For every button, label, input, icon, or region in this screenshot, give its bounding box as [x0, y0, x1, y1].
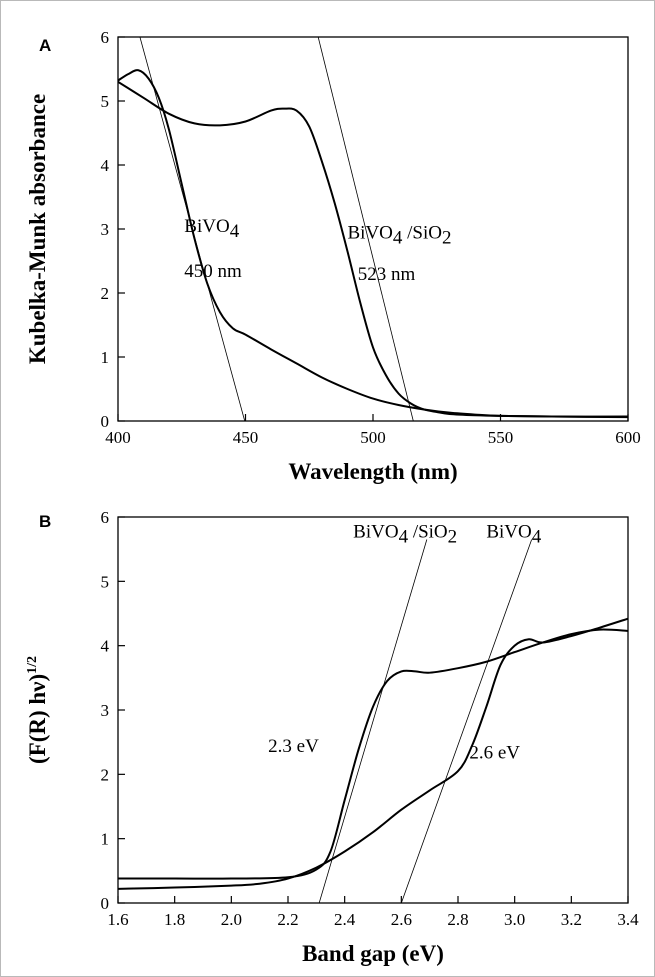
- x-tick-label: 600: [615, 428, 641, 447]
- x-axis-label: Wavelength (nm): [288, 459, 457, 484]
- panel-B: B 1.6 1.8 2.0 2.2 2.4 2.6 2.8 3.0 3.2 3.4 0 1 2 3 4 5 6 Ba…: [25, 508, 639, 966]
- x-tick-label: 3.4: [617, 910, 639, 929]
- annotation-label: 523 nm: [358, 264, 416, 285]
- panel-A: A 400 450 500 550 600 0 1 2 3 4 5 6 Wavelength (nm) Ku…: [25, 28, 641, 484]
- x-tick-label: 2.6: [391, 910, 412, 929]
- annotation-label: 2.6 eV: [469, 742, 520, 763]
- y-tick-label: 5: [101, 92, 110, 111]
- annotation-label: BiVO4: [184, 216, 239, 242]
- x-tick-label: 2.0: [221, 910, 242, 929]
- x-tick-label: 1.6: [107, 910, 128, 929]
- annotation-label: BiVO4: [486, 522, 541, 548]
- y-tick-label: 0: [101, 412, 110, 431]
- x-tick-label: 550: [488, 428, 514, 447]
- y-tick-label: 2: [101, 284, 110, 303]
- x-tick-label: 2.8: [447, 910, 468, 929]
- x-axis-label: Band gap (eV): [302, 941, 444, 966]
- y-tick-label: 1: [101, 830, 110, 849]
- tangent-line: [318, 539, 428, 903]
- y-tick-label: 1: [101, 348, 110, 367]
- annotation-label: 450 nm: [184, 261, 242, 282]
- y-axis-label: Kubelka-Munk absorbance: [25, 94, 50, 364]
- plot-frame: [117, 516, 629, 904]
- y-tick-label: 6: [101, 508, 110, 527]
- annotation-label: BiVO4 /SiO2: [348, 223, 452, 249]
- x-tick-label: 2.4: [334, 910, 356, 929]
- x-tick-label: 400: [105, 428, 131, 447]
- series-line: [118, 69, 628, 418]
- y-tick-label: 4: [101, 156, 110, 175]
- y-tick-label: 3: [101, 220, 110, 239]
- annotation-label: BiVO4 /SiO2: [353, 522, 457, 548]
- y-tick-label: 3: [101, 701, 110, 720]
- x-tick-label: 500: [360, 428, 386, 447]
- series-line: [118, 617, 628, 890]
- x-tick-label: 2.2: [277, 910, 298, 929]
- y-tick-label: 4: [101, 637, 110, 656]
- x-tick-label: 3.2: [561, 910, 582, 929]
- y-tick-label: 2: [101, 765, 110, 784]
- tangent-line: [317, 37, 414, 421]
- panel-letter: B: [39, 512, 51, 531]
- panel-letter: A: [39, 36, 51, 55]
- x-tick-label: 450: [233, 428, 259, 447]
- tangent-line: [400, 539, 533, 903]
- y-tick-label: 0: [101, 894, 110, 913]
- series-line: [118, 628, 628, 880]
- x-tick-label: 3.0: [504, 910, 525, 929]
- series-line: [118, 80, 628, 419]
- x-tick-label: 1.8: [164, 910, 185, 929]
- annotation-label: 2.3 eV: [268, 736, 319, 757]
- y-tick-label: 6: [101, 28, 110, 47]
- y-tick-label: 5: [101, 572, 110, 591]
- y-axis-label: (F(R) hν)1/2: [25, 656, 50, 764]
